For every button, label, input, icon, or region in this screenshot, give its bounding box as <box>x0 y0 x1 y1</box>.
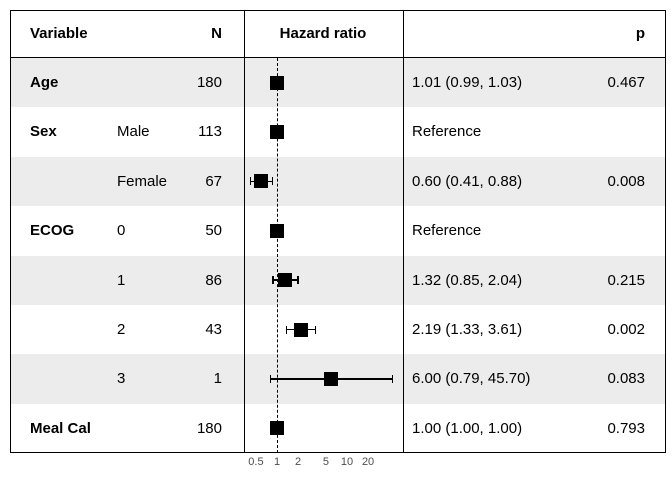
row-level-label: 0 <box>117 222 126 240</box>
ci-cap-right <box>297 276 299 285</box>
row-n-value: 180 <box>196 419 222 437</box>
row-n-value: 86 <box>205 271 222 289</box>
row-estimate-value: 1.32 (0.85, 2.04) <box>412 271 523 289</box>
header-separator-line <box>10 56 666 58</box>
row-estimate-value: Reference <box>412 123 482 141</box>
row-p-value: 0.002 <box>607 320 645 338</box>
axis-tick-label: 5 <box>322 456 329 468</box>
ci-cap-left <box>272 276 274 285</box>
ci-cap-left <box>285 325 288 334</box>
row-level-label: Male <box>117 123 150 141</box>
row-estimate-value: 6.00 (0.79, 45.70) <box>412 370 531 388</box>
row-n-value: 50 <box>205 222 222 240</box>
table-border <box>10 10 666 453</box>
row-estimate-value: 0.60 (0.41, 0.88) <box>412 172 523 190</box>
col-header-hazard-ratio: Hazard ratio <box>279 25 367 42</box>
col-header-variable: Variable <box>30 25 88 42</box>
row-level-label: Female <box>117 172 168 190</box>
row-variable-label: Meal Cal <box>30 419 91 437</box>
row-p-value: 0.467 <box>607 74 645 91</box>
hazard-ratio-marker <box>270 75 285 90</box>
ci-cap-right <box>271 177 274 186</box>
ci-cap-left <box>269 374 272 383</box>
row-level-label: 1 <box>117 271 126 289</box>
axis-tick-label: 0.5 <box>248 456 264 468</box>
hazard-ratio-marker <box>293 322 308 337</box>
row-stripe <box>11 58 665 108</box>
row-estimate-value: 2.19 (1.33, 3.61) <box>412 320 523 338</box>
axis-tick-label: 10 <box>340 456 354 468</box>
row-n-value: 1 <box>213 370 222 388</box>
col-header-p: p <box>635 25 645 42</box>
reference-line <box>277 58 278 453</box>
ci-cap-right <box>314 325 317 334</box>
hazard-ratio-marker <box>270 421 284 436</box>
row-variable-label: ECOG <box>30 222 75 240</box>
row-p-value: 0.215 <box>607 271 645 289</box>
row-p-value: 0.008 <box>607 172 645 190</box>
ci-cap-right <box>391 374 394 383</box>
col-header-n: N <box>211 25 222 42</box>
column-divider-left <box>243 10 245 453</box>
row-estimate-value: 1.01 (0.99, 1.03) <box>412 74 523 91</box>
row-n-value: 113 <box>198 123 222 141</box>
hazard-ratio-marker <box>254 174 269 189</box>
row-n-value: 67 <box>205 172 222 190</box>
hazard-ratio-marker <box>324 371 339 386</box>
axis-tick-label: 1 <box>273 456 281 468</box>
axis-tick-label: 20 <box>361 456 375 468</box>
row-level-label: 3 <box>117 370 126 388</box>
row-variable-label: Sex <box>30 123 57 141</box>
axis-tick-label: 2 <box>295 456 302 468</box>
row-n-value: 43 <box>205 320 222 338</box>
row-n-value: 180 <box>196 74 222 91</box>
row-p-value: 0.793 <box>607 419 645 437</box>
row-stripe <box>11 156 665 207</box>
row-variable-label: Age <box>30 74 59 91</box>
ci-cap-left <box>249 177 252 186</box>
row-estimate-value: 1.00 (1.00, 1.00) <box>412 419 523 437</box>
row-level-label: 2 <box>117 320 126 338</box>
hazard-ratio-marker <box>278 273 293 288</box>
column-divider-right <box>402 10 404 453</box>
row-estimate-value: Reference <box>412 222 482 240</box>
hazard-ratio-marker <box>270 223 284 238</box>
hazard-ratio-marker <box>270 125 284 140</box>
row-p-value: 0.083 <box>607 370 645 388</box>
row-stripe <box>11 255 665 305</box>
